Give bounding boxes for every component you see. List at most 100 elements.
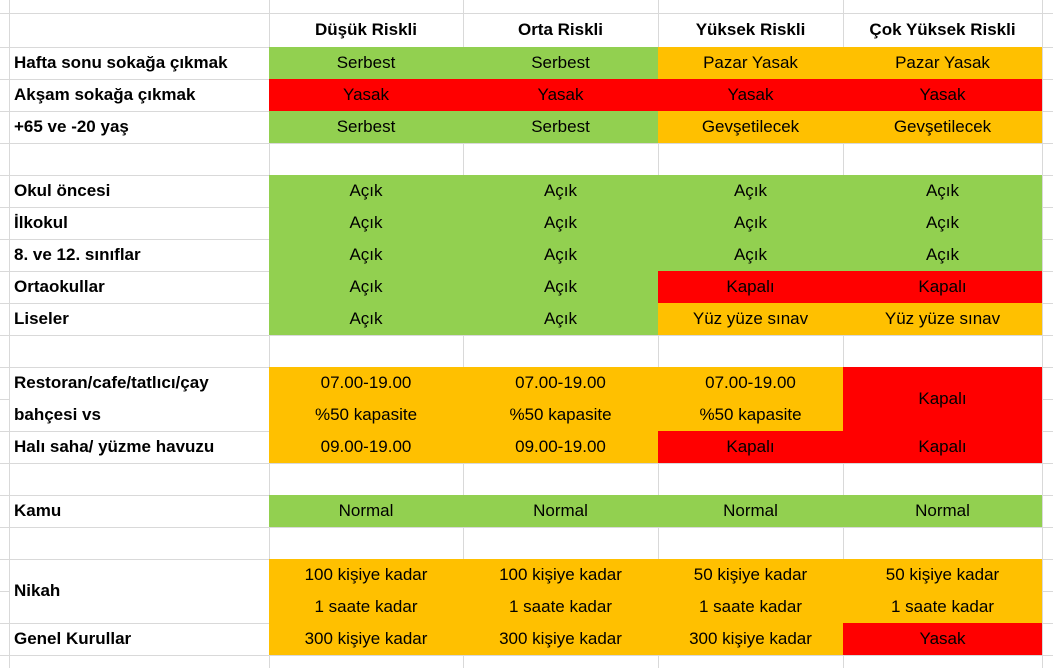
table-cell[interactable]: 100 kişiye kadar 1 saate kadar bbox=[269, 559, 463, 623]
table-cell[interactable]: Açık bbox=[463, 175, 658, 207]
column-header[interactable]: Düşük Riskli bbox=[314, 20, 418, 39]
table-cell[interactable]: Kapalı bbox=[843, 431, 1042, 463]
table-cell[interactable]: Kapalı bbox=[843, 271, 1042, 303]
table-cell[interactable]: Yüz yüze sınav bbox=[843, 303, 1042, 335]
table-cell[interactable]: Açık bbox=[269, 271, 463, 303]
cell-value: Açık bbox=[925, 213, 960, 232]
cell-value: Kapalı bbox=[918, 277, 967, 296]
table-cell[interactable]: Serbest bbox=[269, 47, 463, 79]
table-cell[interactable]: 300 kişiye kadar bbox=[658, 623, 843, 655]
cell-value: Açık bbox=[733, 213, 768, 232]
horizontal-gridline bbox=[0, 335, 1053, 336]
table-cell[interactable]: 300 kişiye kadar bbox=[269, 623, 463, 655]
table-cell[interactable]: Açık bbox=[463, 271, 658, 303]
cell-value: Pazar Yasak bbox=[895, 53, 990, 72]
cell-value: Gevşetilecek bbox=[893, 117, 992, 136]
cell-value: Açık bbox=[349, 277, 383, 296]
row-label[interactable]: Okul öncesi bbox=[14, 175, 269, 207]
table-cell[interactable]: Açık bbox=[843, 207, 1042, 239]
row-label[interactable]: Nikah bbox=[14, 559, 269, 623]
row-label-text: +65 ve -20 yaş bbox=[14, 117, 129, 136]
table-cell[interactable]: Yüz yüze sınav bbox=[658, 303, 843, 335]
table-cell[interactable]: Açık bbox=[658, 207, 843, 239]
table-cell[interactable]: Yasak bbox=[843, 79, 1042, 111]
table-cell[interactable]: Açık bbox=[658, 175, 843, 207]
table-cell[interactable]: Normal bbox=[658, 495, 843, 527]
table-cell[interactable]: Açık bbox=[463, 303, 658, 335]
cell-value: Açık bbox=[733, 181, 768, 200]
row-label-text: Ortaokullar bbox=[14, 277, 105, 296]
table-cell[interactable]: Yasak bbox=[269, 79, 463, 111]
table-cell[interactable]: 50 kişiye kadar 1 saate kadar bbox=[843, 559, 1042, 623]
table-cell[interactable]: Normal bbox=[843, 495, 1042, 527]
table-cell[interactable]: Açık bbox=[843, 175, 1042, 207]
row-label[interactable]: Genel Kurullar bbox=[14, 623, 269, 655]
horizontal-gridline bbox=[0, 591, 9, 592]
row-label-text: Genel Kurullar bbox=[14, 629, 132, 648]
table-cell[interactable]: Serbest bbox=[463, 47, 658, 79]
column-header[interactable]: Orta Riskli bbox=[517, 20, 604, 39]
row-label[interactable]: 8. ve 12. sınıflar bbox=[14, 239, 269, 271]
row-label[interactable]: Liseler bbox=[14, 303, 269, 335]
table-cell[interactable]: 07.00-19.00 %50 kapasite bbox=[463, 367, 658, 431]
cell-value: Açık bbox=[543, 181, 578, 200]
table-cell[interactable]: 09.00-19.00 bbox=[269, 431, 463, 463]
row-label[interactable]: Restoran/cafe/tatlıcı/çay bahçesi vs bbox=[14, 367, 269, 431]
table-cell[interactable]: 07.00-19.00 %50 kapasite bbox=[658, 367, 843, 431]
horizontal-gridline bbox=[0, 13, 1053, 14]
table-cell[interactable]: Açık bbox=[269, 303, 463, 335]
table-cell[interactable]: Gevşetilecek bbox=[843, 111, 1042, 143]
cell-value: Serbest bbox=[336, 117, 396, 136]
column-header[interactable]: Yüksek Riskli bbox=[695, 20, 806, 39]
table-cell[interactable]: Açık bbox=[269, 175, 463, 207]
table-cell[interactable]: 50 kişiye kadar 1 saate kadar bbox=[658, 559, 843, 623]
row-label[interactable]: Akşam sokağa çıkmak bbox=[14, 79, 269, 111]
table-cell[interactable]: Normal bbox=[269, 495, 463, 527]
table-cell[interactable]: Pazar Yasak bbox=[843, 47, 1042, 79]
cell-value: 50 kişiye kadar bbox=[885, 565, 1000, 584]
cell-value: Kapalı bbox=[918, 389, 967, 408]
table-cell[interactable]: Kapalı bbox=[843, 367, 1042, 431]
table-cell[interactable]: Yasak bbox=[843, 623, 1042, 655]
table-cell[interactable]: Açık bbox=[269, 239, 463, 271]
row-label[interactable]: Ortaokullar bbox=[14, 271, 269, 303]
cell-value: 1 saate kadar bbox=[508, 597, 612, 616]
row-label-text: Halı saha/ yüzme havuzu bbox=[14, 437, 215, 456]
table-cell[interactable]: 100 kişiye kadar 1 saate kadar bbox=[463, 559, 658, 623]
table-cell[interactable]: Serbest bbox=[463, 111, 658, 143]
table-cell[interactable]: Açık bbox=[658, 239, 843, 271]
table-cell[interactable]: Serbest bbox=[269, 111, 463, 143]
row-label[interactable]: Hafta sonu sokağa çıkmak bbox=[14, 47, 269, 79]
table-cell[interactable]: Açık bbox=[463, 239, 658, 271]
cell-value: Açık bbox=[349, 309, 383, 328]
table-cell[interactable]: Kapalı bbox=[658, 271, 843, 303]
table-cell[interactable]: Yasak bbox=[463, 79, 658, 111]
row-label[interactable]: Kamu bbox=[14, 495, 269, 527]
row-label-text: Hafta sonu sokağa çıkmak bbox=[14, 53, 228, 72]
vertical-gridline bbox=[1042, 0, 1043, 668]
table-cell[interactable]: Açık bbox=[269, 207, 463, 239]
cell-value: 09.00-19.00 bbox=[515, 437, 606, 456]
table-cell[interactable]: Yasak bbox=[658, 79, 843, 111]
table-cell[interactable]: Açık bbox=[463, 207, 658, 239]
row-label-text: İlkokul bbox=[14, 213, 68, 232]
table-cell[interactable]: 07.00-19.00 %50 kapasite bbox=[269, 367, 463, 431]
cell-value: %50 kapasite bbox=[314, 405, 418, 424]
row-label[interactable]: Halı saha/ yüzme havuzu bbox=[14, 431, 269, 463]
row-label[interactable]: İlkokul bbox=[14, 207, 269, 239]
column-header[interactable]: Çok Yüksek Riskli bbox=[869, 20, 1016, 39]
table-cell[interactable]: Normal bbox=[463, 495, 658, 527]
cell-value: 50 kişiye kadar bbox=[693, 565, 808, 584]
table-cell[interactable]: 300 kişiye kadar bbox=[463, 623, 658, 655]
horizontal-gridline bbox=[0, 399, 9, 400]
cell-value: 300 kişiye kadar bbox=[499, 629, 622, 648]
cell-value: 07.00-19.00 bbox=[320, 373, 412, 392]
cell-value: Serbest bbox=[531, 53, 590, 72]
table-cell[interactable]: Açık bbox=[843, 239, 1042, 271]
table-cell[interactable]: Pazar Yasak bbox=[658, 47, 843, 79]
row-label[interactable]: +65 ve -20 yaş bbox=[14, 111, 269, 143]
table-cell[interactable]: Kapalı bbox=[658, 431, 843, 463]
table-cell[interactable]: 09.00-19.00 bbox=[463, 431, 658, 463]
cell-value: Yasak bbox=[727, 85, 774, 104]
table-cell[interactable]: Gevşetilecek bbox=[658, 111, 843, 143]
